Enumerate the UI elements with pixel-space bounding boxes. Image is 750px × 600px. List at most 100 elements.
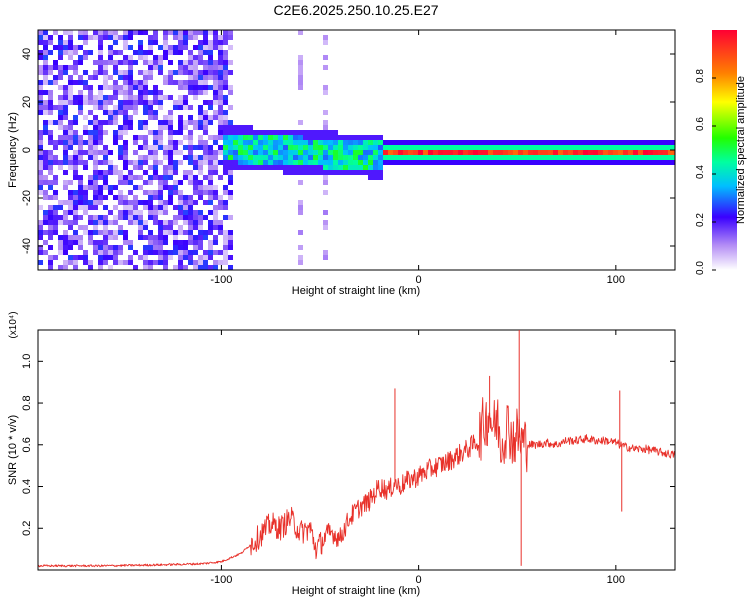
heatmap-cell — [138, 220, 143, 225]
heatmap-cell — [193, 240, 198, 245]
heatmap-cell — [423, 155, 428, 160]
heatmap-cell — [158, 130, 163, 135]
heatmap-cell — [328, 165, 333, 170]
heatmap-cell — [133, 150, 138, 155]
heatmap-cell — [253, 150, 258, 155]
heatmap-cell — [223, 40, 228, 45]
heatmap-cell — [148, 245, 153, 250]
heatmap-cell — [593, 140, 598, 145]
heatmap-cell — [88, 120, 93, 125]
heatmap-cell — [98, 250, 103, 255]
heatmap-cell — [93, 125, 98, 130]
heatmap-cell — [63, 100, 68, 105]
heatmap-cell — [228, 155, 233, 160]
heatmap-cell — [163, 120, 168, 125]
heatmap-cell — [58, 165, 63, 170]
heatmap-cell — [208, 160, 213, 165]
heatmap-cell — [528, 145, 533, 150]
heatmap-cell — [78, 175, 83, 180]
heatmap-cell — [148, 230, 153, 235]
heatmap-cell — [203, 85, 208, 90]
heatmap-cell — [213, 150, 218, 155]
heatmap-cell — [348, 165, 353, 170]
heatmap-cell — [63, 65, 68, 70]
heatmap-cell — [223, 190, 228, 195]
heatmap-cell — [123, 85, 128, 90]
heatmap-cell — [113, 195, 118, 200]
heatmap-cell — [198, 120, 203, 125]
heatmap-cell — [58, 240, 63, 245]
heatmap-cell — [658, 150, 663, 155]
y-tick-label: 0.2 — [21, 521, 33, 536]
heatmap-cell — [438, 160, 443, 165]
heatmap-cell — [373, 160, 378, 165]
heatmap-cell — [83, 230, 88, 235]
heatmap-cell — [313, 135, 318, 140]
heatmap-cell — [153, 60, 158, 65]
heatmap-cell — [438, 150, 443, 155]
heatmap-cell — [38, 70, 43, 75]
heatmap-cell — [178, 250, 183, 255]
heatmap-cell — [93, 105, 98, 110]
heatmap-cell — [298, 200, 303, 205]
heatmap-cell — [228, 175, 233, 180]
heatmap-cell — [208, 265, 213, 270]
heatmap-cell — [108, 100, 113, 105]
heatmap-cell — [93, 165, 98, 170]
heatmap-cell — [203, 75, 208, 80]
heatmap-cell — [598, 150, 603, 155]
heatmap-cell — [48, 170, 53, 175]
heatmap-cell — [293, 155, 298, 160]
heatmap-cell — [188, 80, 193, 85]
heatmap-cell — [578, 140, 583, 145]
heatmap-cell — [213, 240, 218, 245]
heatmap-cell — [218, 40, 223, 45]
heatmap-cell — [103, 145, 108, 150]
heatmap-cell — [58, 160, 63, 165]
heatmap-x-ticks: -100 0 100 — [210, 30, 625, 286]
colorbar-gradient — [712, 30, 737, 270]
heatmap-cell — [298, 165, 303, 170]
heatmap-cell — [183, 175, 188, 180]
heatmap-cell — [593, 160, 598, 165]
heatmap-cell — [68, 205, 73, 210]
heatmap-cell — [193, 250, 198, 255]
heatmap-cell — [283, 150, 288, 155]
heatmap-cell — [268, 130, 273, 135]
heatmap-cell — [193, 35, 198, 40]
heatmap-cell — [88, 265, 93, 270]
heatmap-cell — [128, 30, 133, 35]
heatmap-cell — [188, 180, 193, 185]
heatmap-cell — [118, 110, 123, 115]
heatmap-cell — [473, 160, 478, 165]
heatmap-cell — [38, 130, 43, 135]
heatmap-cell — [153, 210, 158, 215]
heatmap-cell — [373, 145, 378, 150]
heatmap-cell — [218, 225, 223, 230]
heatmap-cell — [208, 115, 213, 120]
heatmap-cell — [388, 145, 393, 150]
heatmap-cell — [38, 155, 43, 160]
heatmap-cell — [43, 250, 48, 255]
heatmap-cell — [223, 55, 228, 60]
heatmap-cell — [133, 195, 138, 200]
heatmap-cell — [133, 220, 138, 225]
heatmap-cell — [63, 215, 68, 220]
heatmap-cell — [168, 175, 173, 180]
heatmap-cell — [653, 155, 658, 160]
heatmap-cell — [183, 170, 188, 175]
heatmap-cell — [158, 145, 163, 150]
heatmap-cell — [328, 140, 333, 145]
heatmap-cell — [548, 160, 553, 165]
heatmap-cell — [58, 220, 63, 225]
heatmap-cell — [108, 185, 113, 190]
heatmap-cell — [228, 85, 233, 90]
heatmap-cell — [58, 205, 63, 210]
heatmap-cell — [203, 115, 208, 120]
heatmap-cell — [633, 155, 638, 160]
heatmap-cell — [323, 210, 328, 215]
heatmap-cell — [283, 135, 288, 140]
heatmap-cell — [83, 40, 88, 45]
heatmap-cell — [143, 145, 148, 150]
